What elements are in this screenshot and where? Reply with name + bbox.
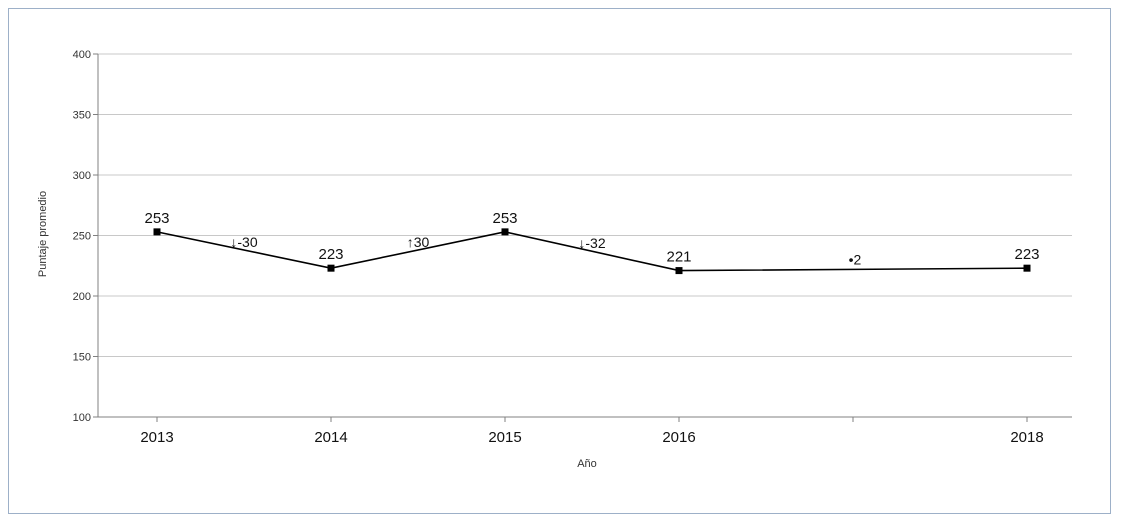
y-tick-label-300: 300 [73, 170, 91, 182]
data-labels: 253 223 253 221 223 [144, 210, 1039, 266]
data-label-2016: 221 [666, 249, 691, 266]
data-point-2015 [501, 228, 509, 236]
y-tick-label-350: 350 [73, 110, 91, 122]
data-point-2013 [153, 228, 161, 236]
y-tick-label-150: 150 [73, 352, 91, 364]
chart-frame [8, 8, 1111, 514]
x-axis-title: Año [577, 458, 597, 470]
data-point-2016 [675, 267, 683, 275]
data-label-2018: 223 [1014, 246, 1039, 263]
gridlines [98, 53, 1072, 357]
x-tick-label-2013: 2013 [140, 429, 173, 446]
x-tick-label-2016: 2016 [662, 429, 695, 446]
x-tick-label-2015: 2015 [488, 429, 521, 446]
change-label-2014-2015: ↑30 [407, 234, 430, 250]
y-tick-label-100: 100 [73, 412, 91, 424]
data-label-2015: 253 [492, 210, 517, 227]
data-label-2013: 253 [144, 210, 169, 227]
change-label-2013-2014: ↓-30 [230, 234, 257, 250]
axes [93, 53, 1072, 422]
change-label-2016-2018: •2 [849, 251, 862, 267]
y-tick-labels: 100 150 200 250 300 350 400 [73, 49, 91, 424]
x-tick-label-2018: 2018 [1010, 429, 1043, 446]
data-label-2014: 223 [318, 246, 343, 263]
data-point-2014 [327, 264, 335, 272]
series-markers [153, 228, 1031, 275]
y-tick-label-200: 200 [73, 291, 91, 303]
change-label-2015-2016: ↓-32 [578, 235, 605, 251]
x-tick-label-2014: 2014 [314, 429, 347, 446]
y-axis-title: Puntaje promedio [37, 191, 49, 277]
change-labels: ↓-30 ↑30 ↓-32 •2 [230, 234, 861, 267]
data-point-2018 [1023, 264, 1031, 272]
x-tick-labels: 2013 2014 2015 2016 2018 [140, 429, 1043, 446]
y-tick-label-400: 400 [73, 49, 91, 61]
y-tick-label-250: 250 [73, 231, 91, 243]
